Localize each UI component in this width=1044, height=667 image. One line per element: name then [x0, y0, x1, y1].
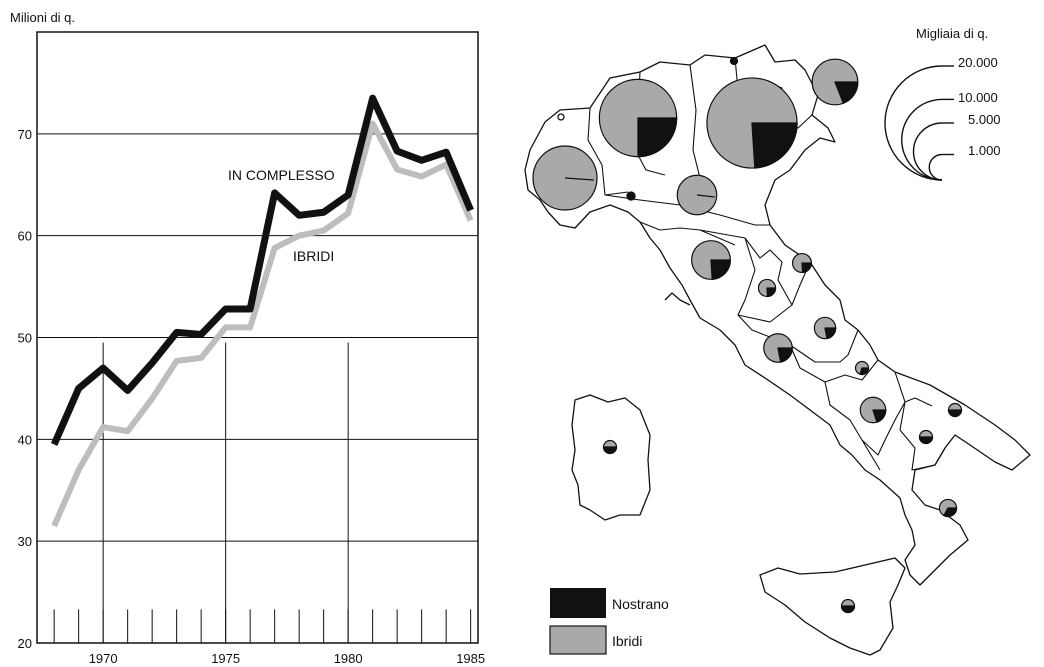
x-tick-label-1985: 1985 — [456, 651, 485, 666]
y-tick-label-60: 60 — [18, 229, 32, 244]
grid — [36, 31, 479, 644]
x-tick-label-1975: 1975 — [211, 651, 240, 666]
legend-label-nostrano: Nostrano — [612, 596, 669, 612]
legend-swatch-ibridi — [549, 625, 607, 655]
size-legend-title: Migliaia di q. — [916, 26, 988, 41]
region-radius-friuli-venezia-giulia — [834, 81, 856, 85]
x-tick-label-1980: 1980 — [334, 651, 363, 666]
region-radius-lombardia — [637, 117, 673, 121]
series-label-ibridi: IBRIDI — [293, 248, 334, 264]
region-radius-veneto — [751, 122, 793, 126]
region-nostrano-veneto — [751, 122, 798, 169]
size-legend-label-5000: 5.000 — [968, 112, 1001, 127]
series-line-in-complesso — [50, 94, 474, 446]
sardinia-outline — [571, 394, 651, 521]
region-radius-piemonte — [564, 177, 594, 181]
italy-map — [524, 44, 1031, 656]
region-radius-toscana — [710, 259, 729, 263]
legend-label-ibridi: Ibridi — [612, 633, 642, 649]
valle-aosta-marker — [557, 113, 565, 121]
sicily-outline — [759, 557, 906, 656]
region-nostrano-molise — [859, 367, 870, 376]
region-nostrano-basilicata — [918, 436, 934, 445]
y-tick-labels: 20 30 40 50 60 70 — [18, 127, 32, 651]
size-legend: Migliaia di q. 20.000 10.000 5.000 1.000 — [884, 26, 1001, 181]
region-nostrano-sardegna — [602, 446, 618, 455]
region-nostrano-campania — [872, 409, 887, 423]
series-layer — [50, 94, 474, 528]
region-nostrano-marche — [801, 262, 813, 274]
size-legend-arc-20000 — [884, 65, 943, 181]
series-label-in-complesso: IN COMPLESSO — [228, 167, 335, 183]
size-legend-arc-5000 — [912, 122, 943, 181]
x-tick-labels: 1970 1975 1980 1985 — [89, 651, 485, 666]
region-nostrano-toscana — [710, 259, 731, 280]
region-nostrano-calabria — [943, 507, 958, 518]
region-radius-emilia-romagna — [696, 194, 715, 198]
size-legend-label-20000: 20.000 — [958, 55, 998, 70]
trentino-marker — [729, 56, 739, 66]
region-nostrano-abruzzo — [824, 327, 837, 340]
size-legend-label-10000: 10.000 — [958, 90, 998, 105]
y-tick-label-40: 40 — [18, 432, 32, 447]
liguria-marker — [626, 191, 636, 201]
y-tick-label-70: 70 — [18, 127, 32, 142]
region-nostrano-puglia — [947, 409, 963, 418]
type-legend: Nostrano Ibridi — [549, 588, 669, 655]
y-tick-label-30: 30 — [18, 534, 32, 549]
region-nostrano-friuli-venezia-giulia — [834, 81, 859, 104]
region-circles — [532, 58, 963, 614]
region-nostrano-lazio — [777, 347, 793, 363]
region-nostrano-sicilia — [840, 605, 856, 614]
size-legend-arc-10000 — [900, 98, 943, 181]
size-legend-label-1000: 1.000 — [968, 143, 1001, 158]
y-tick-label-20: 20 — [18, 636, 32, 651]
series-line-ibridi — [51, 120, 474, 528]
size-legend-arc-1000 — [928, 153, 943, 181]
minor-ticks — [53, 609, 472, 643]
y-tick-label-50: 50 — [18, 331, 32, 346]
y-axis-title: Milioni di q. — [10, 10, 75, 25]
region-nostrano-umbria — [766, 287, 777, 298]
mainland-outline — [524, 44, 1031, 586]
legend-swatch-nostrano — [550, 588, 606, 618]
size-legend-arcs — [884, 65, 954, 181]
x-tick-label-1970: 1970 — [89, 651, 118, 666]
region-nostrano-lombardia — [637, 117, 678, 158]
elba-island — [664, 292, 691, 306]
